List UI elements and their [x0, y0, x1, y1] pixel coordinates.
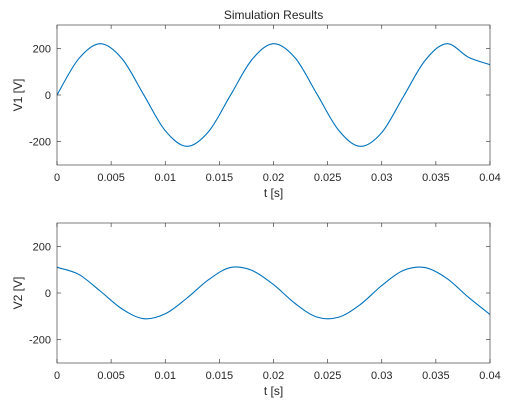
x-tick-label: 0.01 [155, 172, 176, 184]
x-tick-label: 0.035 [422, 370, 450, 382]
y-tick-label: 200 [33, 241, 51, 253]
x-tick-label: 0.015 [206, 370, 234, 382]
x-tick-label: 0.015 [206, 172, 234, 184]
y-tick-label: 0 [45, 288, 51, 300]
y-tick-label: -200 [29, 137, 51, 149]
y-tick-label: 200 [33, 43, 51, 55]
y-axis-label: V2 [V] [11, 277, 25, 310]
plot-area-2 [57, 223, 490, 363]
x-tick-label: 0.01 [155, 370, 176, 382]
x-tick-label: 0.03 [371, 172, 392, 184]
x-tick-label: 0.025 [314, 172, 342, 184]
subplot-1: Simulation Results 0 0.005 0.01 0.015 0.02 0.0… [11, 8, 501, 200]
x-tick-label: 0 [54, 370, 60, 382]
y-tick-label: -200 [29, 335, 51, 347]
x-axis-label: t [s] [264, 186, 283, 200]
y-tick-label: 0 [45, 90, 51, 102]
series-line-1-1 [57, 43, 490, 147]
x-tick-label: 0.04 [479, 172, 500, 184]
y-axis-label: V1 [V] [11, 79, 25, 112]
x-tick-label: 0.005 [97, 370, 125, 382]
x-tick-label: 0.03 [371, 370, 392, 382]
x-axis-label: t [s] [264, 384, 283, 398]
subplot-2: 0 0.005 0.01 0.015 0.02 0.025 0.03 0.035 0.04 -20… [11, 222, 501, 398]
x-tick-label: 0.04 [479, 370, 500, 382]
x-tick-label: 0.005 [97, 172, 125, 184]
x-tick-label: 0.035 [422, 172, 450, 184]
x-tick-label: 0.02 [263, 172, 284, 184]
plot-area-1 [57, 25, 490, 165]
x-tick-label: 0.025 [314, 370, 342, 382]
x-tick-label: 0.02 [263, 370, 284, 382]
series-line-2-1 [57, 266, 490, 320]
x-tick-label: 0 [54, 172, 60, 184]
chart-title: Simulation Results [224, 8, 323, 22]
